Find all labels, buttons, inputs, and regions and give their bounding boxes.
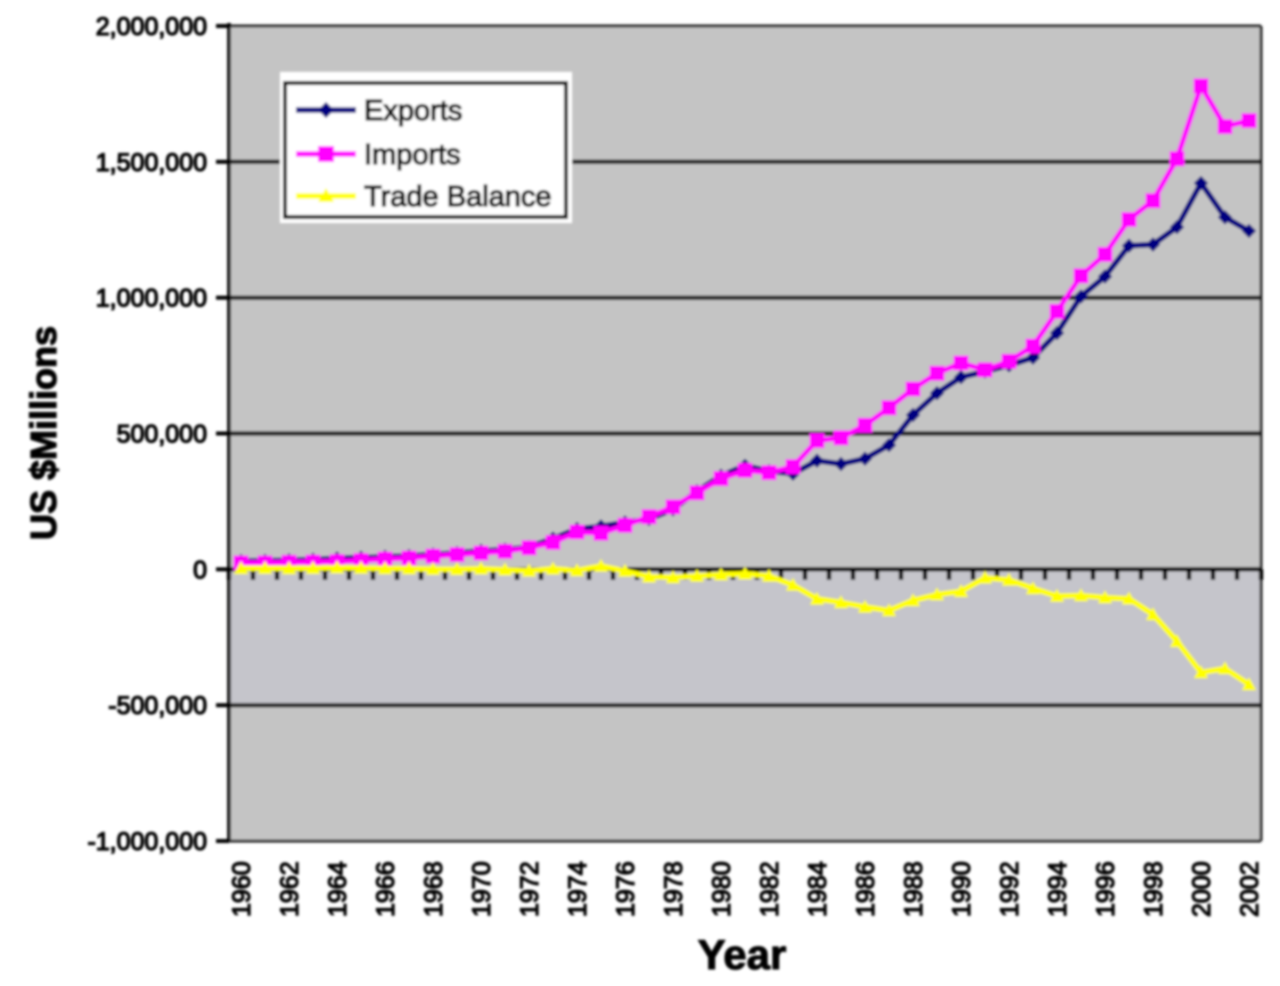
svg-text:1988: 1988: [900, 861, 928, 917]
svg-text:1980: 1980: [708, 861, 736, 917]
svg-text:1976: 1976: [612, 861, 640, 917]
svg-text:1968: 1968: [420, 861, 448, 917]
svg-text:1966: 1966: [372, 861, 400, 917]
svg-text:Imports: Imports: [364, 139, 461, 171]
svg-text:2000: 2000: [1188, 861, 1216, 917]
svg-text:-1,000,000: -1,000,000: [87, 828, 207, 856]
svg-text:1994: 1994: [1044, 861, 1072, 917]
svg-text:1970: 1970: [468, 861, 496, 917]
svg-text:1998: 1998: [1140, 861, 1168, 917]
svg-text:0: 0: [193, 556, 207, 584]
svg-text:2002: 2002: [1236, 861, 1264, 917]
svg-text:1986: 1986: [852, 861, 880, 917]
svg-text:1974: 1974: [564, 861, 592, 917]
svg-text:1982: 1982: [756, 861, 784, 917]
svg-text:1984: 1984: [804, 861, 832, 917]
svg-text:Trade Balance: Trade Balance: [364, 181, 552, 213]
svg-text:1,000,000: 1,000,000: [96, 285, 207, 313]
svg-text:1960: 1960: [228, 861, 256, 917]
svg-text:1962: 1962: [276, 861, 304, 917]
svg-text:1978: 1978: [660, 861, 688, 917]
svg-text:1992: 1992: [996, 861, 1024, 917]
svg-text:1996: 1996: [1092, 861, 1120, 917]
svg-text:1,500,000: 1,500,000: [96, 149, 207, 177]
svg-text:2,000,000: 2,000,000: [96, 13, 207, 41]
svg-text:Exports: Exports: [364, 95, 462, 127]
svg-text:-500,000: -500,000: [108, 692, 207, 720]
svg-text:US $Millions: US $Millions: [23, 326, 64, 540]
svg-text:500,000: 500,000: [117, 421, 207, 449]
svg-text:1990: 1990: [948, 861, 976, 917]
svg-text:Year: Year: [698, 931, 787, 978]
svg-text:1964: 1964: [324, 861, 352, 917]
svg-text:1972: 1972: [516, 861, 544, 917]
